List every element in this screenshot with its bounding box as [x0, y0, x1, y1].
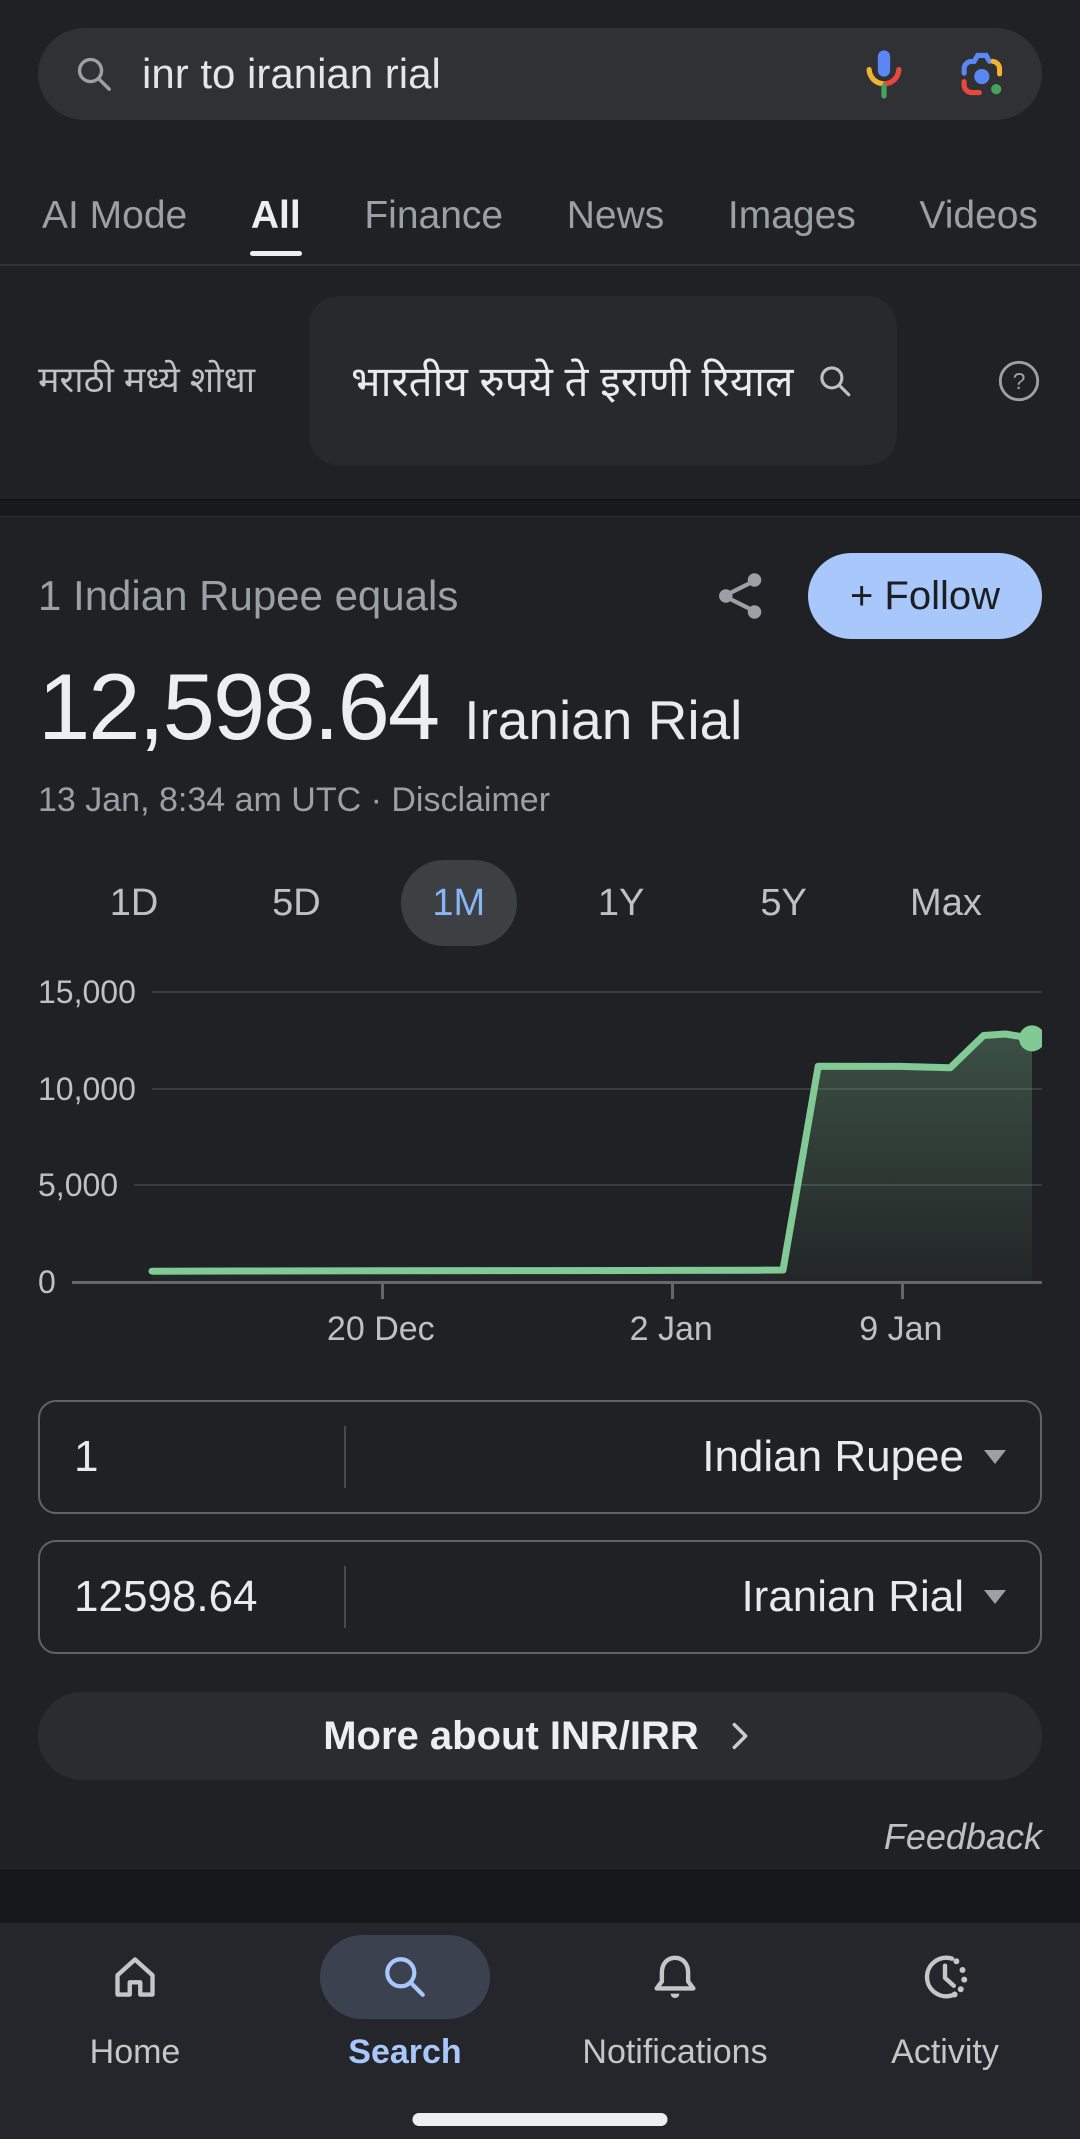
currency-result: 1 Indian Rupee equals + Follow 12,598.64…: [0, 553, 1080, 1866]
search-icon: [820, 365, 851, 396]
search-icon: [77, 57, 111, 91]
translated-query-card[interactable]: भारतीय रुपये ते इराणी रियाल: [309, 296, 898, 465]
converter-row-from: 1 Indian Rupee: [38, 1400, 1042, 1514]
exchange-rate-chart[interactable]: 15,000 10,000 5,000 0 20 Dec 2 Jan: [38, 974, 1042, 1372]
chart-line: [148, 1025, 1042, 1282]
tab-finance[interactable]: Finance: [364, 194, 504, 237]
svg-text:?: ?: [1013, 367, 1026, 393]
field-divider: [344, 1426, 346, 1488]
search-icon: [385, 1957, 425, 1997]
home-indicator-bar[interactable]: [412, 2113, 668, 2126]
range-1y[interactable]: 1Y: [597, 881, 645, 924]
chevron-down-icon[interactable]: [984, 1450, 1006, 1464]
nav-activity[interactable]: Activity: [810, 1935, 1080, 2139]
range-max[interactable]: Max: [910, 881, 982, 924]
latest-point-marker: [1019, 1025, 1042, 1052]
translated-query: भारतीय रुपये ते इराणी रियाल: [351, 358, 794, 405]
currency-select-from[interactable]: Indian Rupee: [702, 1432, 964, 1481]
tab-news[interactable]: News: [566, 194, 665, 237]
bottom-nav: Home Search Notifications Activity: [0, 1923, 1080, 2139]
time-range-selector: 1D 5D 1M 1Y 5Y Max: [38, 860, 1042, 946]
exchange-rate-value: 12,598.64: [38, 654, 440, 759]
follow-button[interactable]: + Follow: [807, 553, 1042, 639]
feedback-link[interactable]: Feedback: [883, 1816, 1042, 1857]
chevron-right-icon: [732, 1722, 748, 1750]
bell-icon: [654, 1955, 696, 1998]
range-1d[interactable]: 1D: [109, 881, 159, 924]
result-tabs: AI Mode All Finance News Images Videos: [0, 120, 1080, 266]
x-axis-label: 20 Dec: [326, 1310, 435, 1348]
tab-videos[interactable]: Videos: [919, 194, 1038, 237]
x-tick: [671, 1282, 675, 1299]
active-tab-underline: [249, 251, 302, 256]
voice-search-icon[interactable]: [856, 46, 912, 102]
search-input[interactable]: inr to iranian rial: [142, 50, 441, 97]
range-1m[interactable]: 1M: [400, 860, 517, 946]
range-5y[interactable]: 5Y: [760, 881, 807, 924]
rate-subtitle: 1 Indian Rupee equals: [38, 572, 459, 619]
tab-images[interactable]: Images: [727, 194, 856, 237]
chevron-down-icon[interactable]: [984, 1590, 1006, 1604]
x-axis-label: 9 Jan: [859, 1310, 943, 1348]
translate-label: मराठी मध्ये शोधा: [38, 359, 256, 401]
range-5d[interactable]: 5D: [272, 881, 321, 924]
x-tick: [380, 1282, 384, 1299]
gridline-15000: 15,000: [38, 974, 1042, 1010]
tab-ai-mode[interactable]: AI Mode: [42, 194, 188, 237]
exchange-rate-currency: Iranian Rial: [464, 689, 743, 751]
share-icon[interactable]: [714, 569, 768, 623]
nav-notifications[interactable]: Notifications: [540, 1935, 810, 2139]
nav-search[interactable]: Search: [270, 1935, 540, 2139]
amount-input-to[interactable]: 12598.64: [74, 1572, 258, 1621]
converter-row-to: 12598.64 Iranian Rial: [38, 1540, 1042, 1654]
section-divider: [0, 499, 1080, 517]
google-lens-icon[interactable]: [954, 47, 1008, 101]
gridline-5000: 5,000: [38, 1167, 1042, 1203]
search-bar[interactable]: inr to iranian rial: [38, 28, 1042, 120]
x-tick: [900, 1282, 904, 1299]
rate-timestamp[interactable]: 13 Jan, 8:34 am UTC · Disclaimer: [38, 781, 551, 819]
amount-input-from[interactable]: 1: [74, 1432, 99, 1481]
translate-section: मराठी मध्ये शोधा भारतीय रुपये ते इराणी र…: [0, 266, 1080, 499]
currency-select-to[interactable]: Iranian Rial: [741, 1572, 964, 1621]
more-about-button[interactable]: More about INR/IRR: [38, 1692, 1042, 1780]
help-icon[interactable]: ?: [996, 358, 1042, 404]
nav-home[interactable]: Home: [0, 1935, 270, 2139]
tab-all[interactable]: All: [249, 194, 303, 264]
x-axis-label: 2 Jan: [629, 1310, 713, 1348]
section-divider: [0, 1870, 1080, 1929]
activity-clock-icon: [924, 1955, 968, 1999]
gridline-10000: 10,000: [38, 1071, 1042, 1107]
field-divider: [344, 1566, 346, 1628]
home-icon: [115, 1957, 155, 1997]
